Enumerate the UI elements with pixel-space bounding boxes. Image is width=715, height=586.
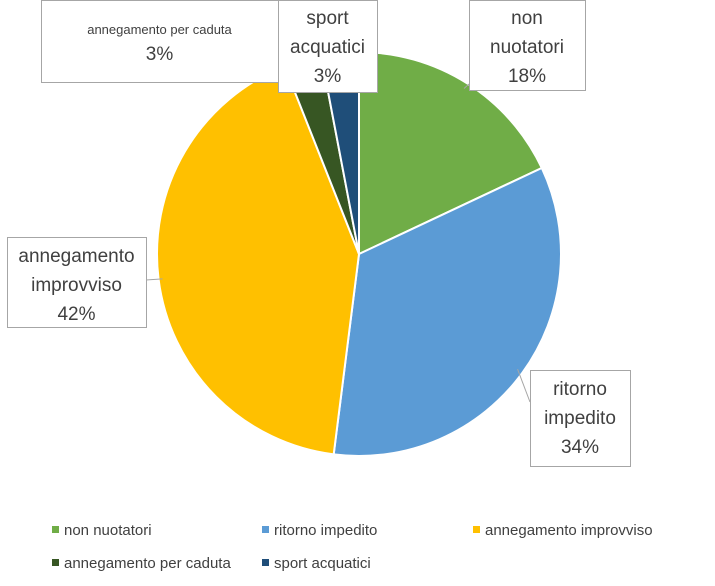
leader-line [463, 83, 470, 89]
legend-label: ritorno impedito [274, 522, 377, 539]
legend-item-ritorno-impedito: ritorno impedito [262, 522, 377, 539]
data-label-annegamento-improvviso: annegamento improvviso 42% [7, 237, 163, 328]
data-label-percent: 34% [561, 437, 599, 458]
data-label-box [41, 0, 279, 83]
data-label-percent: 3% [314, 66, 342, 87]
legend-item-sport-acquatici: sport acquatici [262, 555, 371, 572]
legend-swatch [262, 526, 269, 533]
data-label-box [7, 237, 147, 328]
legend-item-non-nuotatori: non nuotatori [52, 522, 152, 539]
data-label-percent: 18% [508, 66, 546, 87]
pie-slice-ritorno-impedito [332, 166, 562, 457]
data-label-category: nuotatori [490, 37, 564, 58]
data-label-category: improvviso [31, 275, 122, 296]
legend-label: non nuotatori [64, 522, 152, 539]
data-label-category: sport [306, 8, 349, 29]
data-label-category: annegamento per caduta [87, 22, 232, 37]
legend-item-annegamento-per-caduta: annegamento per caduta [52, 555, 231, 572]
legend-item-annegamento-improvviso: annegamento improvviso [473, 522, 653, 539]
data-label-annegamento-per-caduta: annegamento per caduta 3% [41, 0, 304, 83]
legend: non nuotatori ritorno impedito annegamento… [52, 522, 653, 572]
legend-swatch [262, 559, 269, 566]
pie-slices [156, 50, 562, 457]
legend-label: annegamento per caduta [64, 555, 231, 572]
data-label-non-nuotatori: non nuotatori 18% [463, 0, 586, 91]
data-label-box [278, 0, 378, 93]
data-label-box [530, 370, 631, 467]
data-label-sport-acquatici: sport acquatici 3% [278, 0, 378, 93]
data-labels: non nuotatori 18% ritorno impedito 34% annegam… [7, 0, 631, 467]
data-label-box [469, 0, 586, 91]
legend-label: annegamento improvviso [485, 522, 653, 539]
legend-swatch [52, 526, 59, 533]
data-label-percent: 42% [57, 304, 95, 325]
pie-slice-non-nuotatori [358, 50, 544, 256]
data-label-category: ritorno [553, 379, 607, 400]
data-label-ritorno-impedito: ritorno impedito 34% [517, 369, 631, 467]
data-label-category: impedito [544, 408, 616, 429]
legend-swatch [52, 559, 59, 566]
data-label-category: annegamento [18, 246, 134, 267]
leader-line [145, 278, 163, 281]
data-label-category: acquatici [290, 37, 365, 58]
leader-line [517, 369, 531, 403]
legend-swatch [473, 526, 480, 533]
legend-label: sport acquatici [274, 555, 371, 572]
data-label-percent: 3% [146, 44, 174, 65]
data-label-category: non [511, 8, 543, 29]
